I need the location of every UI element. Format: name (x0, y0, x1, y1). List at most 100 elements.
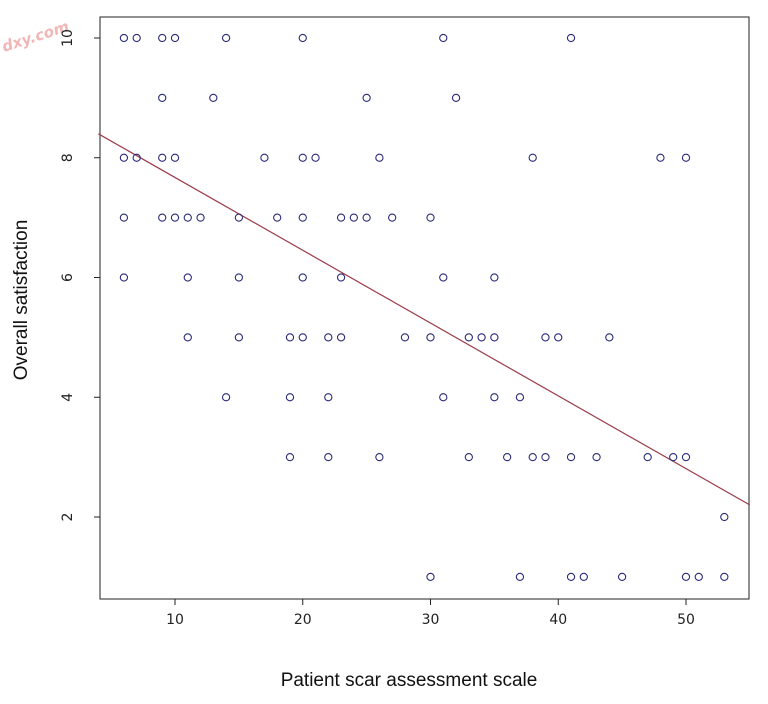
data-point (273, 213, 282, 222)
data-point (681, 572, 691, 582)
data-point (132, 33, 141, 43)
data-point (298, 213, 307, 222)
data-point (541, 452, 550, 462)
data-point (324, 393, 333, 402)
data-point (464, 452, 473, 462)
x-tick-label: 50 (677, 612, 695, 628)
data-point (464, 333, 473, 342)
data-point (426, 572, 435, 582)
data-point (439, 273, 448, 282)
data-point (234, 213, 244, 222)
data-point (119, 273, 129, 282)
data-point (579, 572, 588, 582)
data-point (490, 393, 499, 402)
data-point (170, 33, 180, 43)
data-point (324, 452, 333, 462)
data-point (336, 333, 346, 342)
data-point (221, 393, 231, 402)
data-point (349, 213, 358, 222)
data-point (554, 333, 563, 342)
x-tick-label: 10 (166, 612, 184, 628)
data-point (490, 333, 499, 342)
data-point (311, 153, 320, 162)
data-point (285, 333, 295, 342)
data-point (285, 452, 295, 462)
data-point (183, 273, 192, 282)
y-tick-label: 6 (60, 273, 76, 282)
y-tick-label: 8 (60, 153, 76, 162)
data-point (439, 393, 448, 402)
data-point (477, 333, 486, 342)
data-point (170, 153, 180, 162)
data-point (617, 572, 627, 582)
data-point (605, 333, 614, 342)
data-point (566, 572, 576, 582)
data-point (119, 213, 129, 222)
data-point (426, 213, 435, 222)
data-point (132, 153, 141, 162)
data-point (528, 452, 537, 462)
x-tick-label: 20 (294, 612, 312, 628)
data-point (515, 572, 525, 582)
data-point (681, 452, 691, 462)
x-axis-title: Patient scar assessment scale (281, 670, 538, 691)
y-axis: 2 4 6 8 10 (60, 29, 100, 521)
data-point (221, 33, 231, 43)
regression-line-group (98, 133, 751, 506)
data-point (158, 213, 167, 222)
data-point (669, 452, 678, 462)
data-point (234, 273, 244, 282)
data-point (183, 333, 192, 342)
data-point (298, 33, 307, 43)
data-point (336, 213, 346, 222)
data-point (209, 93, 218, 103)
data-point (158, 153, 167, 162)
data-point (298, 273, 307, 282)
data-point (170, 213, 180, 222)
data-point (119, 153, 129, 162)
data-point (362, 93, 371, 103)
y-tick-label: 2 (60, 513, 76, 522)
data-point (681, 153, 691, 162)
data-point (285, 393, 295, 402)
data-point (324, 333, 333, 342)
data-point (515, 393, 525, 402)
x-tick-label: 40 (549, 612, 567, 628)
data-point (694, 572, 703, 582)
data-point (298, 153, 307, 162)
y-tick-label: 4 (60, 393, 76, 402)
data-point (566, 33, 576, 43)
data-point (502, 452, 512, 462)
data-point (566, 452, 576, 462)
y-axis-title: Overall satisfaction (11, 220, 32, 381)
data-point (375, 452, 384, 462)
data-point (183, 213, 192, 222)
x-axis: 10 20 30 40 50 (166, 599, 695, 628)
data-point (336, 273, 346, 282)
data-point (439, 33, 448, 43)
data-point (362, 213, 371, 222)
data-point (451, 93, 461, 103)
data-point (158, 93, 167, 103)
data-point (119, 33, 129, 43)
data-point (643, 452, 652, 462)
data-point (656, 153, 665, 162)
data-point (490, 273, 499, 282)
data-point (375, 153, 384, 162)
data-point (234, 333, 244, 342)
data-point (260, 153, 269, 162)
data-point (528, 153, 537, 162)
data-point (592, 452, 601, 462)
data-point (400, 333, 410, 342)
y-tick-label: 10 (60, 29, 76, 47)
data-point (158, 33, 167, 43)
data-point (196, 213, 205, 222)
data-points (119, 33, 729, 582)
data-point (720, 512, 729, 522)
x-tick-label: 30 (422, 612, 440, 628)
regression-line (98, 133, 751, 506)
plot-frame (99, 16, 750, 600)
data-point (720, 572, 729, 582)
data-point (298, 333, 307, 342)
data-point (388, 213, 397, 222)
